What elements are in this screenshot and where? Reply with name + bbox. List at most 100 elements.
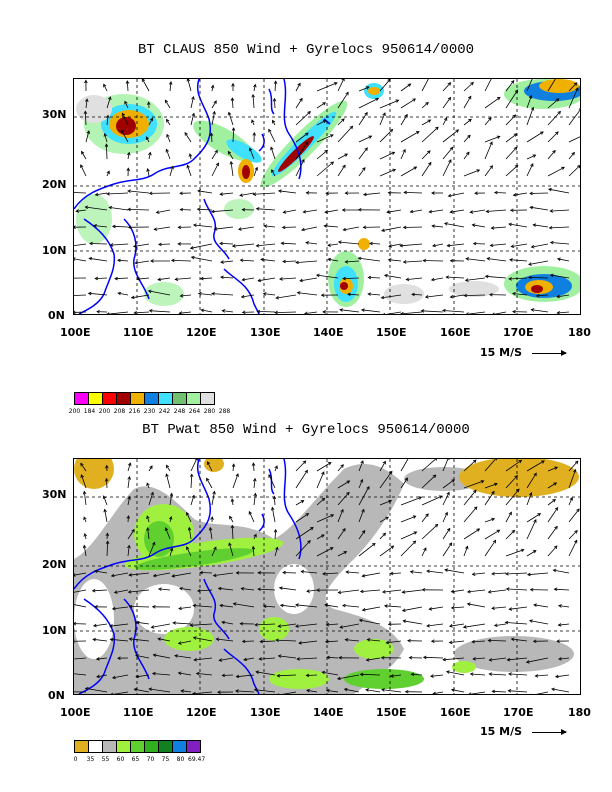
wind-vector <box>555 674 570 678</box>
wind-vector <box>214 226 234 230</box>
wind-vector <box>213 572 234 576</box>
wind-vector <box>505 488 520 506</box>
wind-vector-head <box>508 672 512 676</box>
wind-vector-head <box>253 492 257 497</box>
wind-vector <box>358 460 364 472</box>
wind-vector-head <box>127 544 131 549</box>
wind-vector <box>531 309 549 313</box>
wind-vector <box>340 623 360 628</box>
wind-vector <box>505 459 522 472</box>
panel1-legend-label: 184 <box>83 408 96 415</box>
panel2-lat-10n: 10N <box>42 624 67 637</box>
wind-vector <box>197 589 213 592</box>
wind-vector-head <box>369 241 373 246</box>
wind-vector-head <box>512 193 517 197</box>
wind-vector <box>358 167 366 177</box>
wind-vector-head <box>189 623 194 627</box>
wind-vector <box>211 150 218 160</box>
wind-vector <box>421 495 443 506</box>
panel2-pwat-fields <box>74 459 579 694</box>
wind-vector <box>253 167 258 177</box>
wind-vector-head <box>446 491 450 496</box>
panel2-legend-swatch <box>88 740 103 753</box>
wind-vector-head <box>146 167 150 172</box>
wind-vector-head <box>448 159 452 163</box>
wind-vector-head <box>432 243 436 248</box>
wind-vector-head <box>540 131 544 135</box>
wind-vector-head <box>549 240 554 245</box>
wind-vector <box>442 97 451 109</box>
wind-vector <box>473 243 486 245</box>
panel1-legend-label: 216 <box>128 408 141 415</box>
wind-vector-head <box>199 276 204 281</box>
wind-vector <box>421 126 439 143</box>
wind-vector <box>295 540 311 557</box>
wind-vector-head <box>402 225 407 230</box>
wind-vector <box>508 223 528 228</box>
wind-vector-head <box>489 165 493 169</box>
wind-vector <box>147 527 150 540</box>
wind-vector <box>406 277 423 280</box>
wind-vector <box>92 589 108 592</box>
wind-vector-head <box>252 477 257 482</box>
wind-vector-head <box>277 189 282 193</box>
wind-vector-head <box>410 672 415 677</box>
wind-vector <box>178 672 192 676</box>
wind-vector <box>547 98 560 109</box>
wind-vector-head <box>255 243 260 248</box>
wind-vector <box>429 209 444 213</box>
wind-vector-head <box>106 312 110 314</box>
wind-vector <box>526 519 537 540</box>
wind-vector-head <box>430 639 435 643</box>
wind-vector-head <box>257 278 262 283</box>
wind-vector-head <box>106 170 110 175</box>
wind-vector-head <box>407 83 412 87</box>
wind-vector-head <box>541 460 545 464</box>
wind-vector-head <box>382 532 387 537</box>
wind-vector <box>469 691 486 694</box>
wind-vector <box>198 293 213 296</box>
wind-vector-head <box>186 164 190 169</box>
wind-vector <box>231 525 234 540</box>
wind-vector-head <box>472 241 477 246</box>
wind-vector-head <box>403 190 407 195</box>
wind-vector-head <box>273 528 278 533</box>
wind-vector-head <box>324 639 329 644</box>
wind-vector-head <box>448 640 453 645</box>
wind-vector <box>74 258 87 262</box>
wind-vector-head <box>463 293 468 298</box>
wind-vector-head <box>360 460 364 464</box>
wind-vector-head <box>447 193 452 198</box>
panel2-lon-100e: 100E <box>60 706 91 719</box>
wind-vector <box>253 192 276 195</box>
wind-vector-head <box>343 687 348 692</box>
wind-vector <box>325 640 339 643</box>
wind-vector-head <box>412 540 417 545</box>
wind-vector-head <box>324 603 328 608</box>
panel2-legend-labels: 0 35 55 60 65 70 75 80 69.47 <box>68 756 278 763</box>
wind-vector <box>316 161 334 177</box>
wind-vector <box>326 656 339 659</box>
wind-vector <box>295 83 301 92</box>
wind-vector <box>151 623 171 628</box>
wind-vector <box>298 640 318 644</box>
wind-vector-head <box>135 620 140 625</box>
panel2-legend-label: 69.47 <box>188 756 206 763</box>
wind-vector-head <box>342 227 347 232</box>
wind-vector-head <box>231 127 236 131</box>
wind-vector <box>190 474 193 489</box>
wind-vector-head <box>344 638 349 642</box>
wind-vector <box>526 513 541 523</box>
wind-vector <box>402 606 423 612</box>
wind-vector-head <box>257 571 261 575</box>
wind-vector-head <box>131 528 135 533</box>
wind-vector <box>109 623 129 627</box>
wind-vector <box>131 294 150 299</box>
wind-vector-head <box>229 160 234 165</box>
wind-vector <box>386 311 402 314</box>
wind-vector-head <box>341 208 346 212</box>
wind-vector-head <box>83 532 87 537</box>
wind-vector <box>207 461 213 472</box>
panel1-legend-label: 208 <box>113 408 126 415</box>
wind-vector <box>253 493 256 506</box>
